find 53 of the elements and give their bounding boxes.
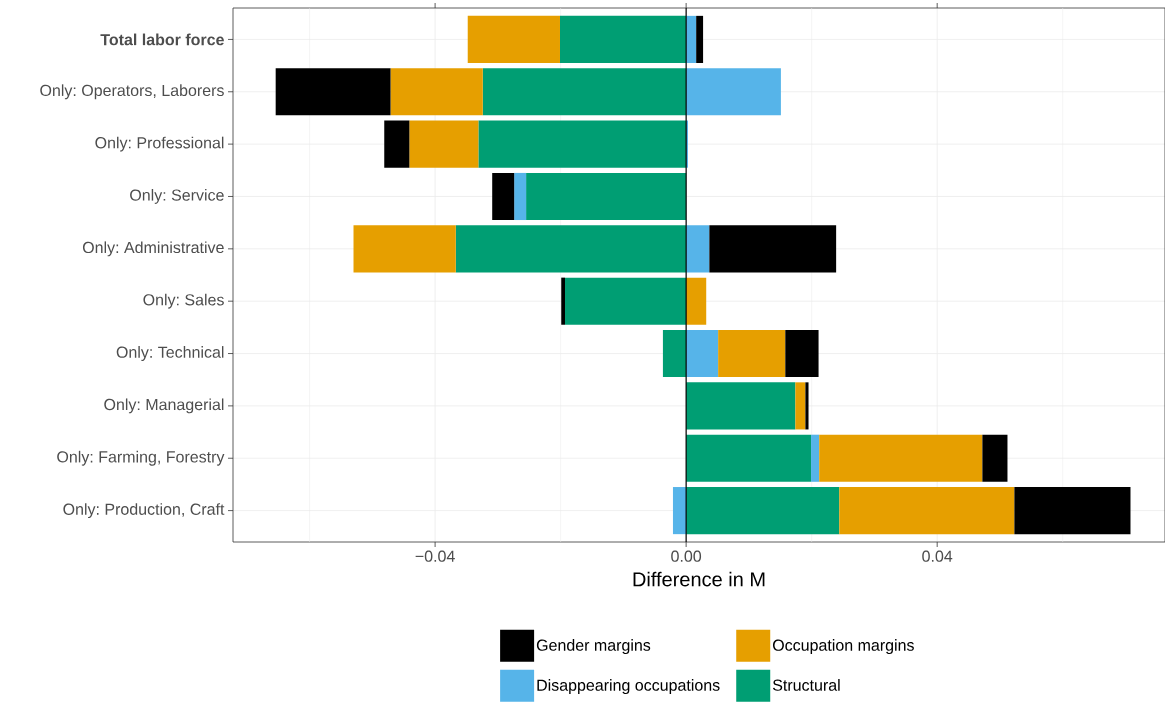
bar xyxy=(662,329,687,378)
bar xyxy=(409,120,479,168)
y-tick-label: Only: Service xyxy=(130,189,224,204)
bar xyxy=(514,172,527,221)
y-tick-label: Only: Professional xyxy=(95,136,224,152)
bar xyxy=(478,120,687,168)
bar xyxy=(805,382,809,430)
bar xyxy=(686,68,781,116)
legend-label: Occupation margins xyxy=(772,639,914,655)
bar xyxy=(686,487,840,535)
y-tick-label: Total labor force xyxy=(100,33,224,46)
y-tick-label: Only: Administrative xyxy=(82,241,224,257)
x-tick-label: 0.00 xyxy=(671,550,702,562)
bar xyxy=(686,225,710,273)
legend-label: Disappearing occupations xyxy=(537,679,720,695)
bar xyxy=(718,329,786,378)
bar xyxy=(565,277,687,325)
bar xyxy=(795,382,806,430)
bar xyxy=(384,120,410,168)
bar xyxy=(696,15,704,63)
bar xyxy=(686,382,796,430)
y-tick-label: Only: Technical xyxy=(116,346,224,361)
bar xyxy=(561,277,566,325)
bar xyxy=(785,329,819,378)
bar xyxy=(353,225,456,273)
bar xyxy=(819,434,983,482)
x-tick-label: 0.04 xyxy=(922,550,953,562)
x-tick-label: −0.04 xyxy=(415,550,455,562)
y-tick-label: Only: Farming, Forestry xyxy=(57,450,225,466)
bar xyxy=(482,68,687,116)
bar xyxy=(467,15,560,63)
y-tick-label: Only: Managerial xyxy=(104,398,224,414)
bar xyxy=(709,225,837,273)
bar xyxy=(686,277,707,325)
legend-label: Structural xyxy=(772,679,840,691)
bar xyxy=(526,172,687,221)
bar xyxy=(559,15,687,63)
x-axis-title: Difference in M xyxy=(633,571,765,587)
y-tick-label: Only: Operators, Laborers xyxy=(40,84,224,100)
bar xyxy=(672,487,687,535)
bar xyxy=(686,434,812,482)
bar xyxy=(455,225,687,273)
bar xyxy=(1014,487,1131,535)
y-tick-label: Only: Sales xyxy=(143,293,224,309)
bar xyxy=(982,434,1008,482)
legend-label: Gender margins xyxy=(536,639,651,655)
bar xyxy=(811,434,820,482)
bar xyxy=(839,487,1015,535)
bar xyxy=(390,68,483,116)
bar xyxy=(686,329,719,378)
bar xyxy=(275,68,391,116)
y-tick-label: Only: Production, Craft xyxy=(63,503,225,519)
bar xyxy=(492,172,515,221)
